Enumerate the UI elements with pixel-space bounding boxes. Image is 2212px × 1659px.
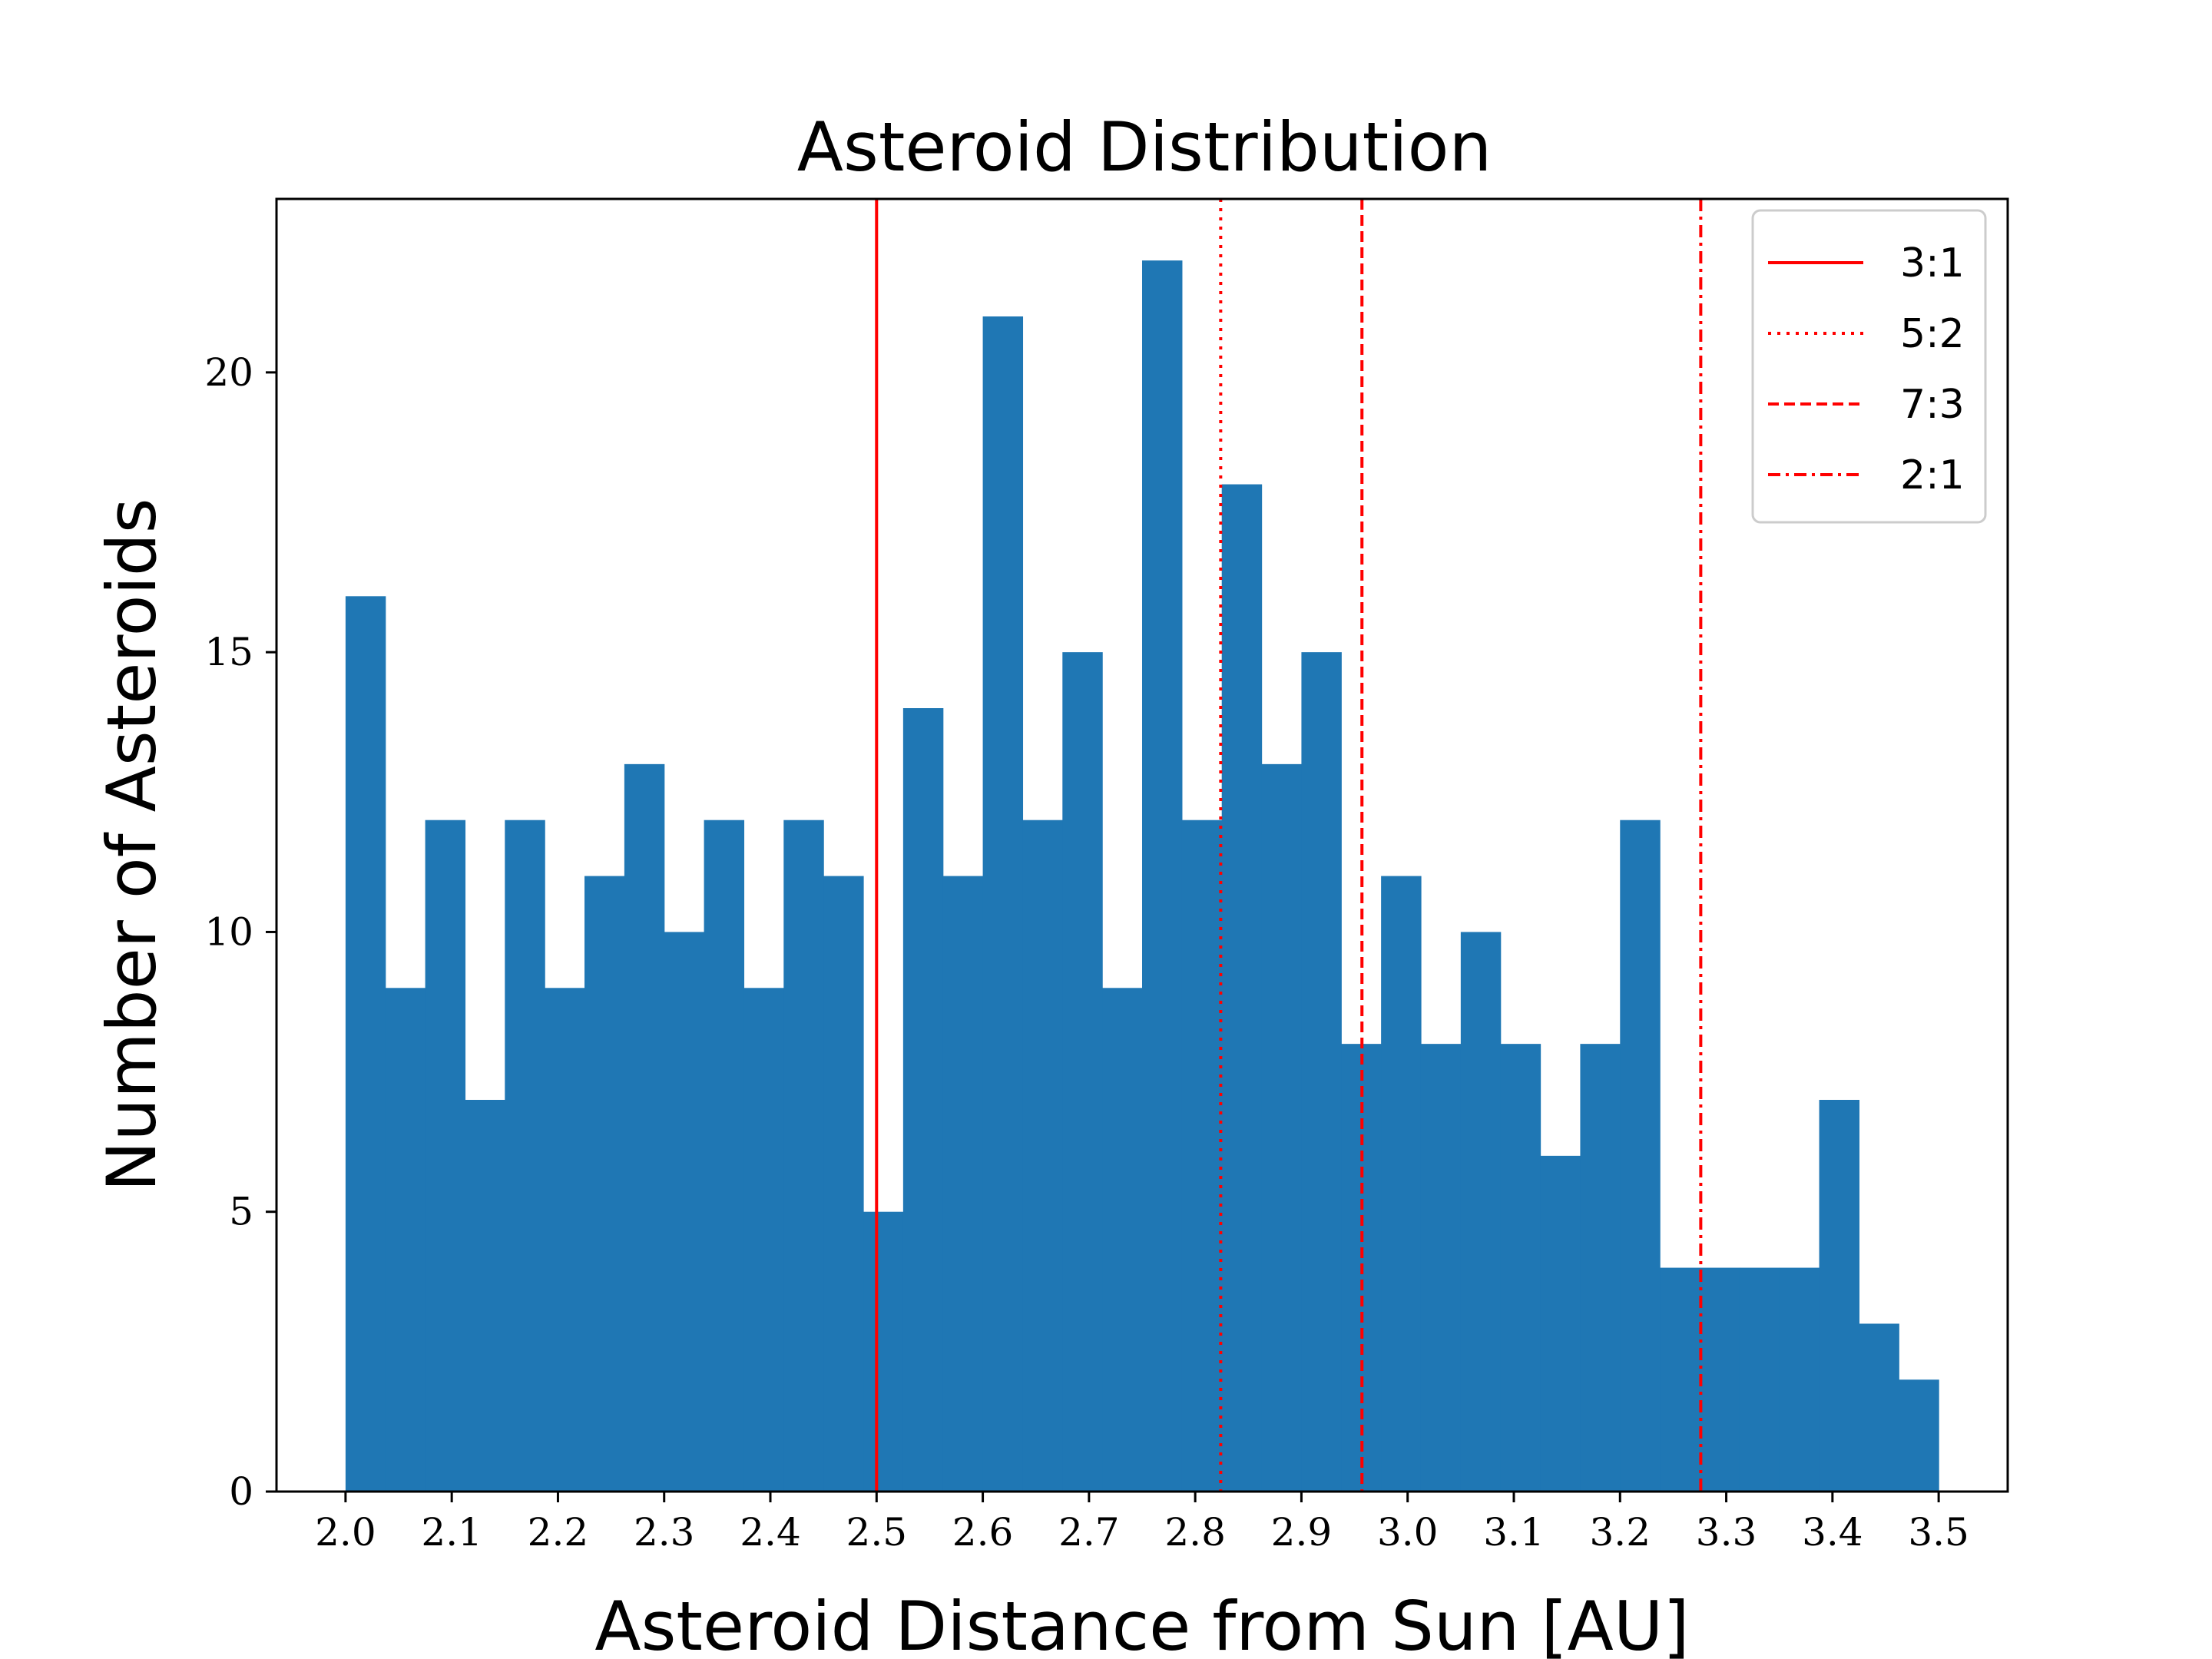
x-axis-label: Asteroid Distance from Sun [AU] bbox=[594, 1587, 1689, 1659]
histogram-bar bbox=[1500, 1044, 1541, 1492]
y-tick-label: 20 bbox=[204, 350, 253, 395]
histogram-bar bbox=[1620, 820, 1661, 1492]
x-tick-label: 2.4 bbox=[740, 1510, 801, 1555]
x-tick-label: 3.3 bbox=[1696, 1510, 1757, 1555]
histogram-bar bbox=[1261, 763, 1303, 1492]
legend: 3:1 5:2 7:3 2:1 bbox=[1751, 209, 1987, 524]
x-tick-label: 3.1 bbox=[1483, 1510, 1545, 1555]
legend-label: 3:1 bbox=[1900, 240, 1965, 286]
x-tick-label: 2.8 bbox=[1164, 1510, 1226, 1555]
histogram-bar bbox=[982, 316, 1024, 1492]
y-tick-label: 10 bbox=[204, 909, 253, 954]
histogram-bars bbox=[345, 260, 1939, 1492]
y-tick-label: 15 bbox=[204, 630, 253, 674]
histogram-bar bbox=[902, 708, 944, 1492]
histogram-bar bbox=[425, 820, 466, 1492]
histogram-bar bbox=[1062, 652, 1103, 1492]
histogram-bar bbox=[1699, 1267, 1740, 1492]
histogram-bar bbox=[1181, 820, 1223, 1492]
histogram-bar bbox=[1022, 820, 1063, 1492]
histogram-bar bbox=[1102, 988, 1143, 1492]
y-tick-label: 5 bbox=[229, 1190, 253, 1234]
x-tick-label: 2.3 bbox=[634, 1510, 695, 1555]
x-tick-label: 2.5 bbox=[846, 1510, 908, 1555]
x-tick-label: 3.5 bbox=[1908, 1510, 1969, 1555]
histogram-bar bbox=[545, 988, 585, 1492]
x-tick-label: 2.6 bbox=[952, 1510, 1014, 1555]
histogram-bar bbox=[942, 876, 984, 1492]
histogram-bar bbox=[1859, 1323, 1899, 1492]
plot-area-frame bbox=[275, 197, 2009, 1493]
histogram-bar bbox=[1142, 260, 1183, 1492]
histogram-bar bbox=[1460, 932, 1502, 1492]
histogram-bar bbox=[1540, 1155, 1581, 1492]
x-tick-label: 2.1 bbox=[421, 1510, 482, 1555]
histogram-bar bbox=[783, 820, 824, 1492]
histogram-bar bbox=[345, 596, 386, 1492]
histogram-bar bbox=[1899, 1379, 1939, 1492]
histogram-bar bbox=[704, 820, 745, 1492]
histogram-bar bbox=[465, 1100, 505, 1492]
histogram-bar bbox=[1779, 1267, 1820, 1492]
histogram-bar bbox=[385, 988, 426, 1492]
histogram-bar bbox=[664, 932, 705, 1492]
histogram-bar bbox=[1739, 1267, 1780, 1492]
histogram-bar bbox=[584, 876, 625, 1492]
histogram-bar bbox=[1420, 1044, 1462, 1492]
chart-title: Asteroid Distribution bbox=[797, 108, 1492, 187]
x-axis-ticks: 2.0 2.1 2.2 2.3 2.4 2.5 2.6 2.7 2.8 2.9 3.0 3.1 3.2 3… bbox=[315, 1492, 1969, 1555]
y-tick-label: 0 bbox=[229, 1469, 253, 1514]
y-axis-label: Number of Asteroids bbox=[92, 498, 171, 1191]
histogram-bar bbox=[743, 988, 784, 1492]
histogram-bar bbox=[823, 876, 864, 1492]
histogram-bar bbox=[1660, 1267, 1700, 1492]
x-tick-label: 2.2 bbox=[528, 1510, 589, 1555]
histogram-bar bbox=[1580, 1044, 1621, 1492]
histogram-bar bbox=[1301, 652, 1342, 1492]
legend-box bbox=[1751, 209, 1987, 524]
x-tick-label: 3.2 bbox=[1590, 1510, 1651, 1555]
resonance-lines bbox=[875, 199, 1703, 1492]
x-tick-label: 2.7 bbox=[1058, 1510, 1120, 1555]
legend-label: 2:1 bbox=[1900, 452, 1965, 498]
y-axis-ticks: 0 5 10 15 20 bbox=[204, 350, 276, 1514]
histogram-bar bbox=[505, 820, 545, 1492]
histogram-bar bbox=[1381, 876, 1422, 1492]
x-tick-label: 3.4 bbox=[1802, 1510, 1863, 1555]
histogram-bar bbox=[863, 1211, 904, 1492]
legend-label: 7:3 bbox=[1900, 382, 1965, 428]
histogram-bar bbox=[624, 763, 665, 1492]
legend-label: 5:2 bbox=[1900, 311, 1965, 357]
histogram-bar bbox=[1819, 1100, 1860, 1492]
histogram-bar bbox=[1221, 484, 1263, 1492]
x-tick-label: 3.0 bbox=[1377, 1510, 1439, 1555]
x-tick-label: 2.0 bbox=[315, 1510, 376, 1555]
x-tick-label: 2.9 bbox=[1271, 1510, 1333, 1555]
